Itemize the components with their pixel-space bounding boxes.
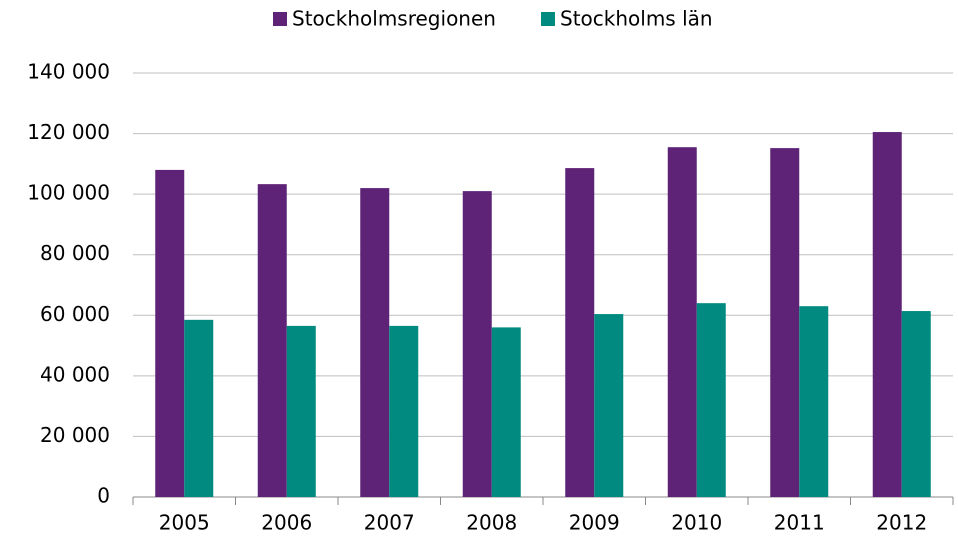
y-tick-label: 60 000 xyxy=(40,302,110,326)
x-tick-label: 2011 xyxy=(774,511,825,535)
x-tick-label: 2012 xyxy=(876,511,927,535)
bar xyxy=(491,327,521,497)
y-tick-label: 80 000 xyxy=(40,241,110,265)
legend-swatch xyxy=(273,12,287,26)
bar xyxy=(696,303,726,497)
x-tick-label: 2010 xyxy=(671,511,722,535)
bar xyxy=(389,325,419,497)
bar xyxy=(799,306,829,497)
bar xyxy=(462,191,492,497)
legend-label: Stockholmsregionen xyxy=(292,7,496,31)
bar xyxy=(155,169,185,497)
bar xyxy=(594,314,624,497)
y-tick-label: 140 000 xyxy=(27,60,110,84)
x-tick-label: 2005 xyxy=(159,511,210,535)
x-tick-label: 2006 xyxy=(261,511,312,535)
y-tick-label: 20 000 xyxy=(40,423,110,447)
legend-label: Stockholms län xyxy=(560,7,713,31)
y-tick-label: 100 000 xyxy=(27,181,110,205)
bar xyxy=(360,188,390,498)
bar xyxy=(770,148,800,497)
x-tick-label: 2009 xyxy=(569,511,620,535)
x-tick-label: 2008 xyxy=(466,511,517,535)
bar xyxy=(184,319,214,497)
y-tick-label: 120 000 xyxy=(27,120,110,144)
bar xyxy=(257,184,287,498)
legend-swatch xyxy=(541,12,555,26)
bar xyxy=(901,311,931,497)
bar xyxy=(872,132,902,498)
bar xyxy=(565,168,595,497)
bar xyxy=(286,325,316,497)
y-tick-label: 0 xyxy=(97,484,110,508)
bar xyxy=(667,147,697,497)
y-tick-label: 40 000 xyxy=(40,362,110,386)
x-tick-label: 2007 xyxy=(364,511,415,535)
